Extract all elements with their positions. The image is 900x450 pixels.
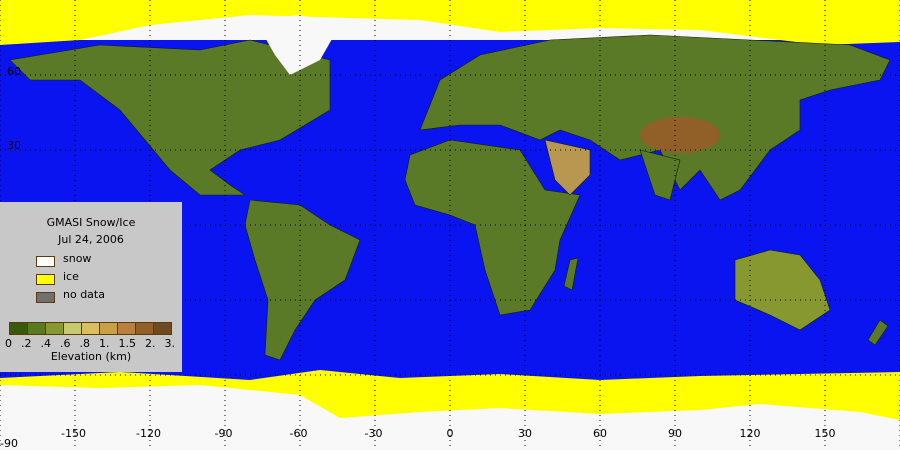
elevation-label: Elevation (km) <box>50 350 132 363</box>
elevation-tick: 1. <box>99 337 110 350</box>
elevation-tick: .8 <box>79 337 91 350</box>
legend-title: GMASI Snow/Ice <box>46 216 136 229</box>
ice-swatch <box>36 274 55 285</box>
colorbar-swatch <box>118 323 136 334</box>
ice-label: ice <box>63 270 79 283</box>
elevation-tick: .6 <box>60 337 71 350</box>
colorbar-swatch <box>100 323 118 334</box>
colorbar-swatch <box>10 323 28 334</box>
elevation-colorbar <box>9 322 172 335</box>
lon-label: 120 <box>739 427 761 440</box>
legend: GMASI Snow/Ice Jul 24, 2006 snow ice no … <box>0 202 182 372</box>
snow-label: snow <box>63 252 92 265</box>
australia <box>734 249 831 331</box>
elevation-tick: 0 <box>5 337 12 350</box>
lon-label: -120 <box>136 427 161 440</box>
india <box>639 149 681 201</box>
lon-label: 0 <box>446 427 454 440</box>
arctic-sea-ice <box>0 0 900 45</box>
colorbar-swatch <box>82 323 100 334</box>
lat-label-30: 30 <box>7 139 21 152</box>
no-data-swatch <box>36 292 55 303</box>
lon-label: 150 <box>814 427 836 440</box>
new-zealand <box>867 319 889 346</box>
legend-date: Jul 24, 2006 <box>58 233 124 246</box>
colorbar-swatch <box>28 323 46 334</box>
north-america <box>9 39 331 196</box>
arabia <box>544 139 591 196</box>
elevation-ticks: 0 .2 .4 .6 .8 1. 1.5 2. 3. <box>5 337 175 350</box>
lon-label: 30 <box>518 427 532 440</box>
lon-label: 60 <box>593 427 607 440</box>
lat-label-minus90: -90 <box>0 437 18 450</box>
no-data-label: no data <box>63 288 105 301</box>
colorbar-swatch <box>46 323 64 334</box>
madagascar <box>563 257 579 291</box>
lon-label: -90 <box>214 427 233 440</box>
lon-label: -60 <box>289 427 308 440</box>
lon-label: -150 <box>61 427 86 440</box>
colorbar-swatch <box>64 323 82 334</box>
elevation-tick: 3. <box>164 337 176 350</box>
elevation-tick: 1.5 <box>118 337 137 350</box>
greenland-snow <box>255 15 340 75</box>
colorbar-swatch <box>136 323 154 334</box>
lat-label-60: 60 <box>7 65 21 78</box>
antarctica-snow <box>0 385 900 450</box>
snow-swatch <box>36 256 55 267</box>
elevation-tick: .2 <box>21 337 32 350</box>
lon-label: 90 <box>668 427 682 440</box>
colorbar-swatch <box>154 323 171 334</box>
elevation-tick: .4 <box>40 337 52 350</box>
africa <box>404 139 581 316</box>
elevation-tick: 2. <box>145 337 156 350</box>
lon-label: -30 <box>364 427 383 440</box>
tibetan-plateau <box>640 117 720 153</box>
